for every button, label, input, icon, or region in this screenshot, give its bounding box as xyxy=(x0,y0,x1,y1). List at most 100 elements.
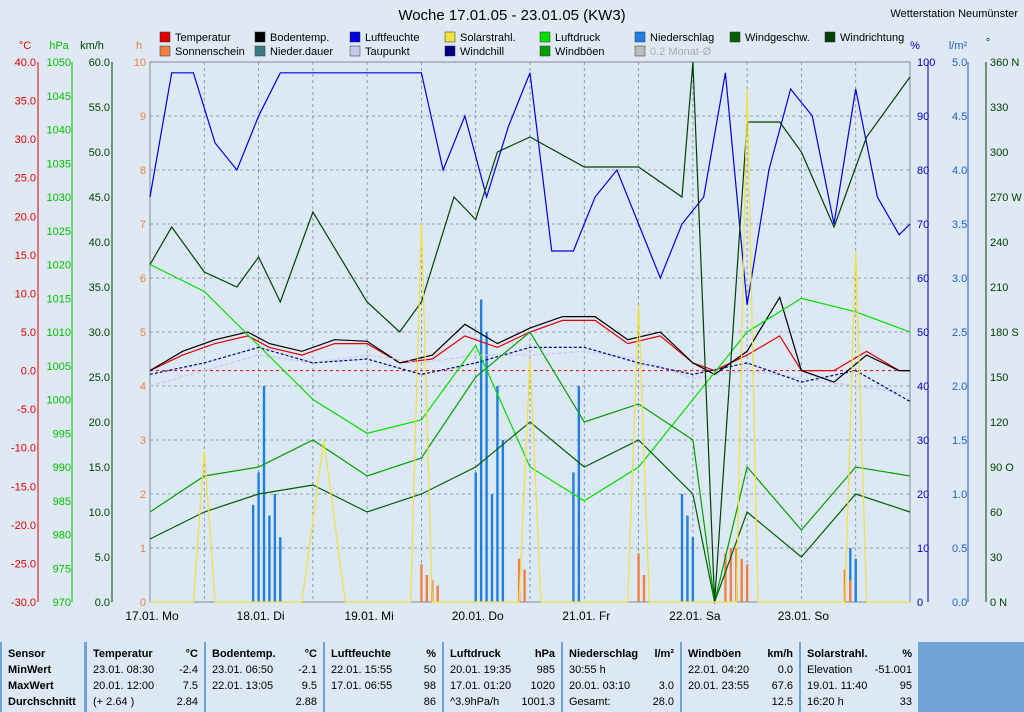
stats-cell-label: 30:55 h xyxy=(569,664,606,676)
stats-table: Sensor MinWert MaxWert Durchschnitt Temp… xyxy=(0,642,1024,712)
bar-sonnenschein xyxy=(637,553,640,602)
stats-cell-label: 19.01. 11:40 xyxy=(807,680,868,692)
tick-wind: 15.0 xyxy=(89,462,110,474)
tick-temp: 25.0 xyxy=(15,173,36,185)
tick-temp: -15.0 xyxy=(11,481,36,493)
stats-block-name: Niederschlag xyxy=(569,648,639,660)
bar-niederschlag xyxy=(501,440,505,602)
stats-cell-label: 23.01. 08:30 xyxy=(93,664,155,676)
stats-cell-value: 0.0 xyxy=(777,664,793,676)
label-min: MinWert xyxy=(8,664,52,676)
tick-temp: 20.0 xyxy=(15,211,36,223)
tick-rain: 1.0 xyxy=(952,489,967,501)
label-avg: Durchschnitt xyxy=(8,696,76,708)
bar-niederschlag xyxy=(691,537,695,602)
tick-dir: 150 xyxy=(990,372,1008,384)
tick-hours: 6 xyxy=(140,273,146,285)
stats-block-name: Bodentemp. xyxy=(212,648,276,660)
legend-label: Temperatur xyxy=(175,32,231,44)
tick-pressure: 990 xyxy=(53,462,71,474)
legend-swatch xyxy=(634,45,646,57)
x-tick-label: 20.01. Do xyxy=(452,609,504,623)
tick-humidity: 60 xyxy=(917,273,929,285)
legend-swatch xyxy=(159,31,171,43)
legend-label: Taupunkt xyxy=(365,46,410,58)
legend-swatch xyxy=(159,45,171,57)
bar-sonnenschein xyxy=(724,553,727,602)
x-tick-label: 19.01. Mi xyxy=(344,609,393,623)
tick-pressure: 1015 xyxy=(47,293,71,305)
tick-temp: 15.0 xyxy=(15,250,36,262)
bar-niederschlag xyxy=(262,386,266,602)
tick-wind: 50.0 xyxy=(89,147,110,159)
stats-cell-value: 2.84 xyxy=(176,696,198,708)
tick-pressure: 1050 xyxy=(47,57,71,69)
unit-pressure: hPa xyxy=(49,40,69,52)
tick-humidity: 90 xyxy=(917,111,929,123)
tick-rain: 3.0 xyxy=(952,273,967,285)
tick-rain: 2.0 xyxy=(952,381,967,393)
stats-cell-label: 20.01. 03:10 xyxy=(569,680,631,692)
stats-block-unit: °C xyxy=(304,648,317,660)
unit-rain: l/m² xyxy=(949,40,968,52)
legend-label: Windböen xyxy=(555,46,605,58)
stats-block: Temperatur °C 23.01. 08:30 -2.4 20.01. 12:00… xyxy=(87,642,204,712)
tick-dir: 240 xyxy=(990,237,1008,249)
bar-sonnenschein xyxy=(425,575,429,602)
stats-block-unit: l/m² xyxy=(654,648,674,660)
series-luftdruck xyxy=(149,263,911,502)
stats-cell-label: 22.01. 15:55 xyxy=(331,664,393,676)
bar-sonnenschein xyxy=(745,564,749,602)
tick-wind: 20.0 xyxy=(89,417,110,429)
tick-wind: 35.0 xyxy=(89,282,110,294)
bar-niederschlag xyxy=(485,332,488,602)
bar-niederschlag xyxy=(490,494,494,602)
bar-niederschlag xyxy=(572,472,575,602)
stats-block: Luftfeuchte% 22.01. 15:55 50 17.01. 06:55 98… xyxy=(325,642,442,712)
legend-swatch xyxy=(444,31,456,43)
tick-humidity: 0 xyxy=(917,597,923,609)
legend-swatch xyxy=(634,31,646,43)
stats-cell-value: -2.1 xyxy=(298,664,317,676)
stats-block-unit: °C xyxy=(185,648,198,660)
bar-sonnenschein xyxy=(523,569,526,602)
bar-niederschlag xyxy=(279,537,282,602)
stats-cell-value: 33 xyxy=(899,696,912,708)
stats-cell-value: 12.5 xyxy=(771,696,793,708)
tick-hours: 2 xyxy=(140,489,146,501)
bar-niederschlag xyxy=(257,472,260,602)
tick-dir: 180 S xyxy=(990,327,1019,339)
bar-sonnenschein xyxy=(740,558,743,602)
tick-wind: 60.0 xyxy=(89,57,110,69)
tick-pressure: 1000 xyxy=(47,395,71,407)
stats-cell-label: Gesamt: xyxy=(569,696,611,708)
tick-dir: 0 N xyxy=(990,597,1007,609)
tick-rain: 0.0 xyxy=(952,597,967,609)
legend-label: Solarstrahl. xyxy=(460,32,516,44)
bar-sonnenschein xyxy=(642,575,646,602)
tick-wind: 0.0 xyxy=(95,597,110,609)
legend-label: Luftdruck xyxy=(555,32,601,44)
tick-temp: 40.0 xyxy=(15,57,36,69)
stats-block-name: Luftdruck xyxy=(450,648,501,660)
label-sensor: Sensor xyxy=(8,648,46,660)
tick-pressure: 1010 xyxy=(47,327,71,339)
series-temperatur xyxy=(149,319,910,372)
tick-rain: 4.0 xyxy=(952,165,967,177)
stats-cell-label: 16:20 h xyxy=(807,696,844,708)
tick-humidity: 10 xyxy=(917,543,929,555)
tick-dir: 270 W xyxy=(990,192,1022,204)
stats-cell-label: 22.01. 13:05 xyxy=(212,680,274,692)
stats-cell-value: 1001.3 xyxy=(521,696,555,708)
stats-block-unit: hPa xyxy=(534,648,555,660)
stats-block: Windböen km/h 22.01. 04:20 0.0 20.01. 23:55 6… xyxy=(682,642,799,712)
stats-cell-value: 7.5 xyxy=(182,680,198,692)
unit-temp: °C xyxy=(19,40,31,52)
tick-rain: 5.0 xyxy=(952,57,967,69)
bar-sonnenschein xyxy=(849,580,852,602)
weather-chart: Woche 17.01.05 - 23.01.05 (KW3) Wettersta… xyxy=(11,7,1022,623)
stats-block-unit: km/h xyxy=(767,648,793,660)
stats-cell-value: 67.6 xyxy=(771,680,793,692)
tick-humidity: 70 xyxy=(917,219,929,231)
legend-swatch xyxy=(539,31,551,43)
